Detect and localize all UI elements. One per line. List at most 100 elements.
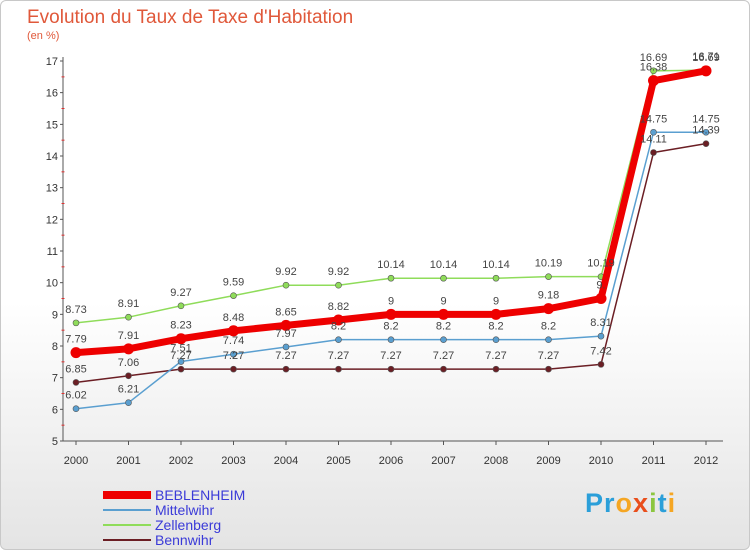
data-point-mittelwihr xyxy=(177,358,185,365)
legend-label-beblenheim: BEBLENHEIM xyxy=(155,487,245,503)
legend-label-bennwihr: Bennwihr xyxy=(155,532,214,548)
y-tick-label: 5 xyxy=(52,436,58,448)
data-label-zellenberg: 8.73 xyxy=(65,304,86,316)
data-point-bennwihr xyxy=(125,372,132,380)
data-label-mittelwihr: 8.2 xyxy=(436,321,451,333)
data-label-bennwihr: 7.27 xyxy=(485,350,506,362)
data-label-mittelwihr: 8.2 xyxy=(488,321,503,333)
data-label-beblenheim: 9. xyxy=(596,280,605,292)
data-point-bennwihr xyxy=(545,365,552,373)
data-label-beblenheim: 9 xyxy=(440,295,446,307)
data-point-zellenberg xyxy=(492,274,500,282)
y-tick-label: 7 xyxy=(52,373,58,385)
data-label-mittelwihr: 7.97 xyxy=(275,328,296,340)
x-tick-label: 2003 xyxy=(221,455,245,467)
data-point-bennwihr xyxy=(597,361,605,368)
data-point-mittelwihr xyxy=(387,336,395,343)
x-tick-label: 2009 xyxy=(536,455,560,467)
data-label-mittelwihr: 6.02 xyxy=(65,390,86,402)
x-tick-label: 2004 xyxy=(274,455,298,467)
data-point-beblenheim xyxy=(700,65,712,77)
data-label-bennwihr: 7.27 xyxy=(328,350,349,362)
data-label-bennwihr: 7.42 xyxy=(590,345,611,357)
legend-label-zellenberg: Zellenberg xyxy=(155,517,221,533)
x-tick-label: 2002 xyxy=(169,455,193,467)
y-tick-label: 13 xyxy=(46,183,58,195)
data-label-mittelwihr: 8.31 xyxy=(590,317,611,329)
y-tick-label: 11 xyxy=(47,246,58,258)
x-tick-label: 2000 xyxy=(64,455,88,467)
data-point-zellenberg xyxy=(440,274,447,282)
y-tick-label: 8 xyxy=(52,341,58,353)
data-point-beblenheim xyxy=(123,343,134,355)
data-label-beblenheim: 9 xyxy=(493,295,499,307)
data-label-bennwihr: 7.27 xyxy=(538,350,559,362)
data-point-mittelwihr xyxy=(597,332,605,340)
data-point-beblenheim xyxy=(385,308,397,320)
data-label-beblenheim: 7.79 xyxy=(65,334,86,346)
legend-label-mittelwihr: Mittelwihr xyxy=(155,502,214,518)
data-label-zellenberg: 10.19 xyxy=(535,258,563,270)
data-point-mittelwihr xyxy=(545,336,552,343)
chart-title: Evolution du Taux de Taxe d'Habitation xyxy=(27,7,354,28)
data-point-zellenberg xyxy=(650,67,657,75)
data-point-zellenberg xyxy=(72,319,80,327)
data-point-bennwihr xyxy=(492,365,500,373)
data-point-bennwihr xyxy=(702,140,710,147)
data-label-mittelwihr: 7.51 xyxy=(170,343,191,355)
data-point-bennwihr xyxy=(440,365,447,373)
data-label-bennwihr: 7.27 xyxy=(170,350,191,362)
data-label-zellenberg: 10.14 xyxy=(377,259,405,271)
data-label-mittelwihr: 8.2 xyxy=(541,321,556,333)
data-point-beblenheim xyxy=(438,308,449,320)
data-point-bennwihr xyxy=(335,365,342,373)
data-label-mittelwihr: 7.74 xyxy=(223,335,244,347)
x-tick-label: 2007 xyxy=(431,455,455,467)
data-label-zellenberg: 9.59 xyxy=(223,277,244,289)
data-label-bennwihr: 14.39 xyxy=(692,125,720,137)
y-tick-label: 15 xyxy=(46,119,58,131)
x-tick-label: 2001 xyxy=(116,455,140,467)
data-point-bennwihr xyxy=(387,365,395,373)
data-point-mittelwihr xyxy=(125,399,132,406)
data-label-bennwihr: 14.11 xyxy=(640,134,667,146)
data-label-beblenheim: 16.38 xyxy=(640,62,668,74)
y-tick-label: 14 xyxy=(46,151,58,163)
data-point-beblenheim xyxy=(70,347,82,359)
data-point-zellenberg xyxy=(387,274,395,282)
data-label-mittelwihr: 8.2 xyxy=(383,321,398,333)
data-point-zellenberg xyxy=(282,281,290,289)
data-label-bennwihr: 7.27 xyxy=(433,350,454,362)
data-label-zellenberg: 9.92 xyxy=(328,266,349,278)
logo-letter: i xyxy=(667,488,677,518)
data-label-beblenheim: 8.48 xyxy=(223,312,244,324)
data-label-beblenheim: 8.65 xyxy=(275,306,296,318)
data-point-beblenheim xyxy=(333,314,344,326)
data-label-beblenheim: 16.69 xyxy=(692,52,720,64)
data-label-zellenberg: 10.19 xyxy=(587,258,615,270)
data-label-zellenberg: 16.69 xyxy=(640,52,668,64)
data-point-zellenberg xyxy=(545,273,552,280)
y-tick-label: 9 xyxy=(52,309,58,321)
data-point-mittelwihr xyxy=(492,336,500,343)
data-point-mittelwihr xyxy=(440,336,447,343)
data-point-beblenheim xyxy=(648,75,659,87)
data-point-zellenberg xyxy=(335,281,342,289)
data-point-zellenberg xyxy=(177,302,185,310)
x-tick-label: 2012 xyxy=(694,455,718,467)
chart-subtitle: (en %) xyxy=(27,30,60,42)
data-point-beblenheim xyxy=(543,303,554,315)
data-point-mittelwihr xyxy=(72,405,80,413)
data-label-beblenheim: 9.18 xyxy=(538,290,559,302)
data-point-bennwihr xyxy=(650,149,657,156)
data-point-mittelwihr xyxy=(650,128,657,136)
y-tick-label: 10 xyxy=(46,278,58,290)
data-point-bennwihr xyxy=(230,365,237,373)
data-label-bennwihr: 7.06 xyxy=(118,357,139,369)
data-point-zellenberg xyxy=(125,313,132,321)
series-line-zellenberg xyxy=(75,69,707,324)
data-label-zellenberg: 9.92 xyxy=(275,266,296,278)
data-point-beblenheim xyxy=(175,333,187,345)
data-label-beblenheim: 8.82 xyxy=(328,301,349,313)
